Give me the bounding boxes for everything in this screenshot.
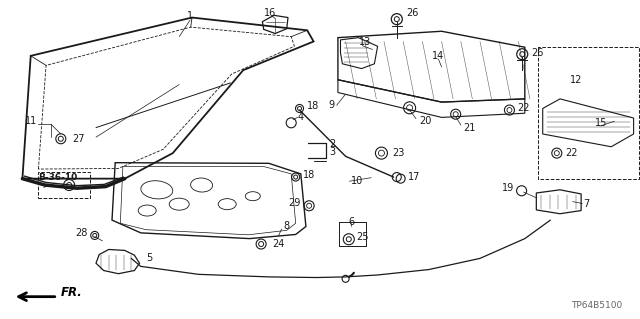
Text: 21: 21 (463, 122, 476, 133)
Text: FR.: FR. (61, 286, 83, 299)
Text: 13: 13 (358, 37, 371, 48)
Text: 7: 7 (584, 198, 590, 209)
Text: 4: 4 (298, 112, 304, 122)
Text: 17: 17 (408, 172, 420, 182)
Text: 8: 8 (283, 221, 289, 232)
Text: 15: 15 (595, 118, 608, 128)
Text: 24: 24 (272, 239, 284, 249)
Text: 18: 18 (307, 101, 319, 111)
Text: B-36-10: B-36-10 (38, 173, 77, 182)
Text: 25: 25 (356, 232, 369, 242)
Text: 22: 22 (565, 148, 578, 158)
Text: 14: 14 (432, 51, 445, 61)
Text: 20: 20 (419, 116, 431, 126)
Text: TP64B5100: TP64B5100 (571, 301, 622, 310)
Text: 27: 27 (72, 134, 85, 144)
Text: 16: 16 (264, 8, 276, 18)
Text: 18: 18 (303, 170, 316, 180)
Text: 26: 26 (406, 8, 419, 19)
Text: 29: 29 (289, 197, 301, 208)
Text: 2: 2 (330, 138, 336, 149)
Text: 9: 9 (328, 100, 335, 110)
Text: 10: 10 (351, 176, 363, 186)
Text: 26: 26 (531, 48, 543, 58)
Text: 28: 28 (76, 228, 88, 238)
Text: 22: 22 (517, 103, 530, 114)
Text: 23: 23 (392, 148, 404, 158)
Text: 6: 6 (348, 217, 355, 227)
Text: 1: 1 (187, 11, 193, 21)
Text: 11: 11 (24, 115, 37, 126)
Text: 19: 19 (502, 183, 515, 193)
Text: 5: 5 (146, 253, 152, 263)
Text: 12: 12 (570, 75, 582, 85)
Text: 3: 3 (330, 147, 336, 158)
